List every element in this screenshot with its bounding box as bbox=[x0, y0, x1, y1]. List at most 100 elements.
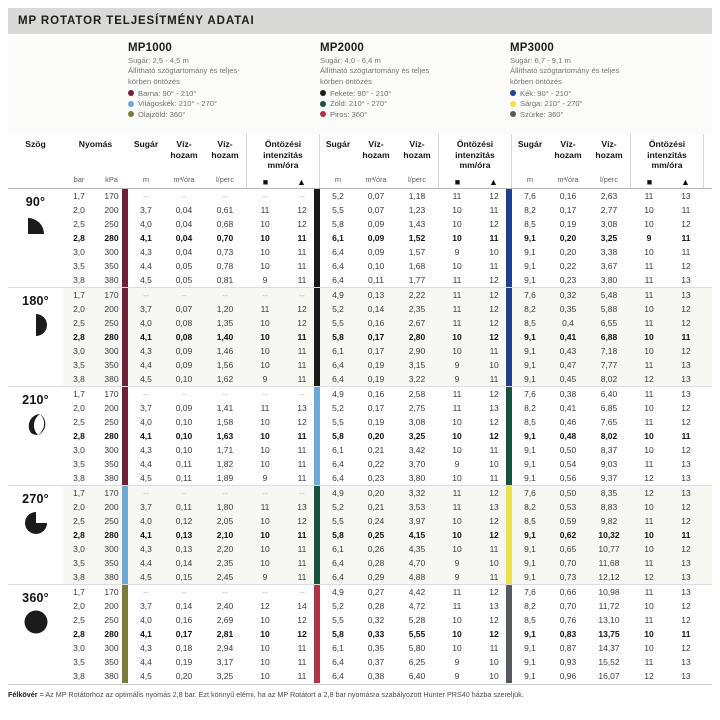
cell-mp2000-c3: 11 bbox=[452, 191, 462, 201]
cell-mp3000-c3: 10 bbox=[644, 544, 654, 554]
cell-mp1000-c4: 11 bbox=[297, 346, 307, 356]
cell-mp3000-c0: 8,5 bbox=[524, 615, 536, 625]
table-row: 1,7 170 -- -- -- -- -- 4,9 0,16 2,58 11 12 7,6 0,38 6,… bbox=[63, 387, 712, 401]
cell-mp1000-c0: 3,7 bbox=[140, 601, 152, 611]
cell-mp1000-c3: 12 bbox=[260, 601, 270, 611]
cell-mp3000-c4: 11 bbox=[681, 332, 691, 342]
cell-mp3000-c0: 9,1 bbox=[524, 657, 536, 667]
cell-mp3000-c0: 9,1 bbox=[524, 247, 536, 257]
cell-mp2000-c4: 11 bbox=[489, 374, 499, 384]
header-intensity-l2: intenzitás bbox=[647, 149, 687, 160]
cell-mp1000-c1: 0,08 bbox=[175, 332, 193, 342]
data-rows: 1,7 170 -- -- -- -- -- 4,9 0,13 2,22 11 12 7,6 0,32 5,… bbox=[63, 288, 712, 386]
cell-mp1000-c4: -- bbox=[299, 389, 305, 399]
cell-mp2000-c3: 9 bbox=[454, 374, 460, 384]
cell-mp1000-c3: 10 bbox=[260, 657, 270, 667]
cell-mp1000-c4: 11 bbox=[297, 671, 307, 681]
cell-mp2000-c2: 3,42 bbox=[408, 445, 426, 455]
angle-label: 180° bbox=[22, 294, 49, 308]
cell-mp2000-c4: 12 bbox=[489, 332, 499, 342]
cell-mp2000-c2: 1,43 bbox=[408, 219, 426, 229]
cell-mp3000-c3: 10 bbox=[644, 205, 654, 215]
cell-kpa: 170 bbox=[104, 488, 119, 498]
table-row: 2,5 250 4,0 0,16 2,69 10 12 5,5 0,32 5,28 10 12 8,5 0… bbox=[63, 613, 712, 627]
cell-mp3000-c3: 11 bbox=[644, 587, 654, 597]
cell-mp3000-c3: 10 bbox=[644, 601, 654, 611]
cell-mp2000-c1: 0,23 bbox=[367, 473, 385, 483]
model-header-band: MP1000 Sugár: 2,5 - 4,5 m Állítható szögta… bbox=[8, 36, 712, 134]
cell-mp3000-c1: 0,47 bbox=[559, 360, 577, 370]
cell-mp2000-c1: 0,09 bbox=[367, 233, 385, 243]
table-row: 2,0 200 3,7 0,14 2,40 12 14 5,2 0,28 4,72 11 13 8,2 0… bbox=[63, 599, 712, 613]
cell-bar: 2,5 bbox=[73, 417, 85, 427]
cell-mp3000-c0: 9,1 bbox=[524, 445, 536, 455]
cell-mp2000-c2: 1,52 bbox=[408, 233, 426, 243]
cell-mp2000-c1: 0,20 bbox=[367, 488, 385, 498]
cell-mp2000-c3: 11 bbox=[452, 587, 462, 597]
cell-mp2000-c2: 6,25 bbox=[408, 657, 426, 667]
cell-mp3000-c3: 10 bbox=[644, 332, 654, 342]
cell-mp2000-c4: 11 bbox=[489, 544, 499, 554]
cell-mp2000-c2: 6,40 bbox=[408, 671, 426, 681]
cell-mp2000-c4: 11 bbox=[489, 205, 499, 215]
cell-mp2000-c1: 0,11 bbox=[368, 275, 384, 285]
cell-mp3000-c3: 11 bbox=[644, 657, 654, 667]
cell-mp1000-c1: 0,04 bbox=[175, 219, 193, 229]
cell-mp2000-c4: 13 bbox=[489, 601, 499, 611]
table-row: 1,7 170 -- -- -- -- -- 4,9 0,20 3,32 11 12 7,6 0,50 8,… bbox=[63, 486, 712, 500]
cell-mp2000-c4: 10 bbox=[489, 671, 499, 681]
cell-mp3000-c4: 11 bbox=[681, 629, 691, 639]
cell-mp3000-c0: 8,2 bbox=[524, 304, 536, 314]
cell-mp2000-c2: 3,22 bbox=[408, 374, 426, 384]
cell-mp3000-c1: 0,76 bbox=[559, 615, 577, 625]
cell-mp1000-c2: 1,40 bbox=[216, 332, 234, 342]
cell-mp2000-c0: 6,4 bbox=[332, 657, 344, 667]
cell-mp1000-c3: 11 bbox=[260, 403, 270, 413]
cell-mp2000-c3: 10 bbox=[452, 516, 462, 526]
cell-mp2000-c4: 10 bbox=[489, 459, 499, 469]
cell-mp1000-c1: 0,05 bbox=[175, 261, 193, 271]
angle-cell: 180° bbox=[8, 288, 63, 386]
table-row: 2,0 200 3,7 0,09 1,41 11 13 5,2 0,17 2,75 11 13 8,2 0… bbox=[63, 401, 712, 415]
cell-mp2000-c3: 10 bbox=[452, 629, 462, 639]
cell-kpa: 280 bbox=[104, 629, 119, 639]
cell-mp3000-c3: 11 bbox=[644, 389, 654, 399]
cell-mp3000-c3: 12 bbox=[644, 671, 654, 681]
cell-mp1000-c0: 4,5 bbox=[140, 374, 152, 384]
model-desc-line2: körben öntözés bbox=[510, 76, 562, 86]
cell-mp1000-c4: 11 bbox=[297, 657, 307, 667]
cell-kpa: 300 bbox=[104, 247, 119, 257]
cell-mp2000-c1: 0,22 bbox=[367, 459, 385, 469]
header-symbol-triangle-icon: ▲ bbox=[297, 177, 306, 187]
cell-mp1000-c2: 2,35 bbox=[216, 558, 234, 568]
model-name: MP1000 bbox=[128, 42, 173, 54]
cell-mp1000-c0: 4,1 bbox=[140, 530, 152, 540]
cell-bar: 2,0 bbox=[73, 601, 85, 611]
cell-mp1000-c4: 13 bbox=[297, 502, 307, 512]
cell-mp2000-c1: 0,16 bbox=[367, 318, 385, 328]
cell-mp1000-c2: 1,46 bbox=[216, 346, 234, 356]
cell-mp3000-c2: 8,37 bbox=[600, 445, 618, 455]
header-intensity-l2: intenzitás bbox=[263, 149, 303, 160]
cell-mp1000-c0: -- bbox=[143, 587, 149, 597]
cell-mp2000-c0: 5,5 bbox=[332, 318, 344, 328]
cell-mp1000-c4: -- bbox=[299, 488, 305, 498]
page-title-bar: MP ROTATOR TELJESÍTMÉNY ADATAI bbox=[8, 8, 712, 34]
angle-cell: 210° bbox=[8, 387, 63, 485]
data-rows: 1,7 170 -- -- -- -- -- 4,9 0,16 2,58 11 12 7,6 0,38 6,… bbox=[63, 387, 712, 485]
cell-mp1000-c4: 11 bbox=[297, 530, 307, 540]
cell-mp3000-c1: 0,93 bbox=[559, 657, 577, 667]
cell-mp2000-c4: 12 bbox=[489, 587, 499, 597]
cell-mp3000-c4: 13 bbox=[681, 360, 691, 370]
cell-mp3000-c0: 9,1 bbox=[524, 431, 536, 441]
cell-mp2000-c3: 11 bbox=[452, 488, 462, 498]
cell-mp2000-c2: 4,42 bbox=[408, 587, 426, 597]
cell-mp1000-c0: 4,1 bbox=[140, 431, 152, 441]
header-intensity-l1: Öntözési bbox=[648, 139, 686, 149]
cell-bar: 3,5 bbox=[73, 459, 85, 469]
cell-mp1000-c4: 11 bbox=[297, 275, 307, 285]
cell-mp1000-c2: 2,69 bbox=[216, 615, 234, 625]
cell-mp1000-c1: 0,13 bbox=[175, 544, 193, 554]
cell-mp3000-c3: 10 bbox=[644, 247, 654, 257]
header-flow-lpm-l2: hozam bbox=[211, 149, 239, 160]
